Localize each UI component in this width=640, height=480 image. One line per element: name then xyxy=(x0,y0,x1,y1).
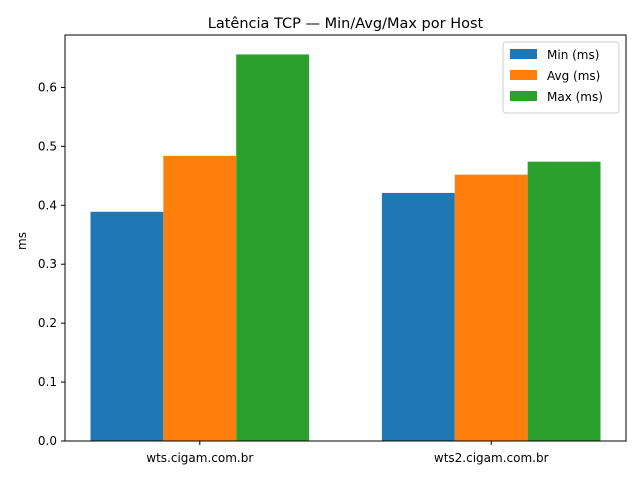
x-tick-label: wts2.cigam.com.br xyxy=(434,451,549,465)
legend-label: Avg (ms) xyxy=(547,69,600,83)
x-axis: wts.cigam.com.br wts2.cigam.com.br xyxy=(146,441,549,465)
plot-frame xyxy=(64,34,627,442)
y-tick-label: 0.4 xyxy=(38,198,57,212)
legend-swatch xyxy=(510,91,537,101)
y-tick-label: 0.2 xyxy=(38,316,57,330)
bars-group xyxy=(90,54,601,442)
bar-2-1 xyxy=(163,155,237,441)
x-tick-label: wts.cigam.com.br xyxy=(146,451,253,465)
y-tick-label: 0.5 xyxy=(38,139,57,153)
bar-1-1 xyxy=(90,211,164,441)
chart-title: Latência TCP — Min/Avg/Max por Host xyxy=(208,16,484,32)
legend-label: Max (ms) xyxy=(547,90,603,104)
y-tick-label: 0.6 xyxy=(38,80,57,94)
bar-2-2 xyxy=(454,174,528,441)
bar-3-2 xyxy=(527,161,601,441)
y-tick-label: 0.3 xyxy=(38,257,57,271)
y-axis-label: ms xyxy=(15,232,29,250)
y-tick-label: 0.0 xyxy=(38,434,57,448)
y-axis: 0.0 0.1 0.2 0.3 0.4 0.5 0.6 xyxy=(38,80,65,448)
y-tick-label: 0.1 xyxy=(38,375,57,389)
legend-swatch xyxy=(510,49,537,59)
legend-swatch xyxy=(510,70,537,80)
bar-3-1 xyxy=(236,54,310,442)
legend-label: Min (ms) xyxy=(547,48,599,62)
legend: Min (ms) Avg (ms) Max (ms) xyxy=(502,41,620,114)
bar-1-2 xyxy=(381,192,455,441)
